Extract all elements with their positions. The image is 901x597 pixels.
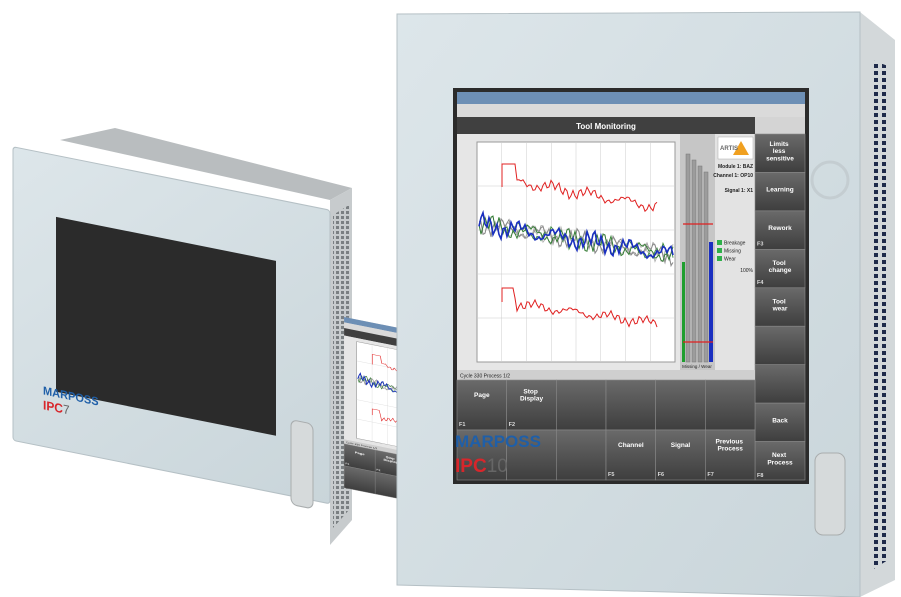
- legend-label: Missing: [724, 249, 741, 255]
- side-vents: [872, 60, 888, 570]
- softkey[interactable]: [506, 429, 557, 481]
- housing-top: [60, 128, 352, 200]
- handle: [290, 420, 314, 509]
- percent: 100%: [740, 268, 753, 274]
- legend-label: Wear: [724, 257, 736, 263]
- emblem: [810, 160, 850, 200]
- model-size: 10: [487, 456, 508, 477]
- function-key: F3: [757, 241, 763, 247]
- legend-swatch: [717, 256, 722, 261]
- info-text: Channel 1: OP10: [713, 173, 753, 179]
- menu-bar: [457, 104, 805, 117]
- softkey[interactable]: [605, 379, 656, 431]
- softkey[interactable]: [754, 133, 806, 173]
- ipc7-device: MARPOSS IPC7: [12, 128, 563, 545]
- logo: ARTIS: [720, 146, 738, 152]
- softkey[interactable]: [456, 429, 507, 481]
- softkey[interactable]: [556, 379, 607, 431]
- softkey[interactable]: [754, 287, 806, 327]
- function-key: F6: [658, 472, 664, 478]
- softkey-label: Limits less sensitive: [766, 141, 794, 162]
- signal-trace: [478, 215, 674, 262]
- gauge-bar: [697, 165, 703, 363]
- softkey-label: Channel: [618, 442, 644, 449]
- function-key: F2: [509, 422, 515, 428]
- screen: Tool Monitoring Missing / Wear ARTIS Module…: [456, 92, 806, 481]
- softkey-label: Signal: [671, 442, 691, 449]
- info-text: Signal 1: X1: [725, 188, 754, 194]
- softkey-label: Learning: [766, 187, 793, 194]
- brand: MARPOSS: [455, 432, 541, 451]
- model: IPC7: [43, 398, 70, 418]
- function-key: F1: [459, 422, 465, 428]
- softkey[interactable]: [705, 379, 756, 431]
- signal-trace: [501, 287, 658, 328]
- gauge-bar: [691, 159, 697, 363]
- softkey-label: Tool change: [769, 260, 792, 274]
- model-prefix: IPC: [455, 456, 487, 477]
- signal-trace: [501, 163, 658, 213]
- softkey[interactable]: [705, 429, 756, 481]
- handle: [814, 452, 846, 536]
- legend-label: Breakage: [724, 241, 746, 247]
- info-text: Module 1: BAZ: [718, 164, 753, 170]
- softkey-label: Page: [474, 392, 490, 399]
- softkey[interactable]: [754, 364, 806, 404]
- softkey-label: Previous Process: [716, 438, 745, 452]
- gauge-bar: [703, 171, 709, 363]
- gauge-bar: [709, 242, 713, 362]
- softkey-label: Back: [772, 417, 788, 424]
- gauge-label: Missing / Wear: [682, 364, 712, 369]
- ipc10-device: Tool Monitoring Missing / Wear ARTIS Module…: [396, 11, 895, 597]
- softkey[interactable]: [754, 249, 806, 289]
- screen-bezel: [56, 216, 276, 436]
- function-key: F8: [757, 473, 763, 479]
- softkey[interactable]: [754, 325, 806, 365]
- function-key: F7: [707, 472, 713, 478]
- softkey[interactable]: [506, 379, 557, 431]
- logo-triangle: [733, 141, 749, 155]
- status-bar: [457, 370, 755, 380]
- softkey[interactable]: [655, 379, 706, 431]
- function-key: F5: [608, 472, 614, 478]
- ipc7-front: MARPOSS IPC7: [12, 146, 563, 532]
- softkey-label: Stop Display: [520, 388, 544, 402]
- model-size: 7: [63, 402, 70, 418]
- softkey-label: Tool wear: [772, 298, 788, 312]
- status-text: Cycle 330 Process 1/2: [460, 374, 510, 380]
- softkey[interactable]: [655, 429, 706, 481]
- header-bar: [457, 117, 755, 134]
- signal-trace: [478, 209, 674, 260]
- model: IPC10: [455, 456, 508, 477]
- legend-swatch: [717, 240, 722, 245]
- softkey-label: Rework: [768, 225, 792, 232]
- screen-title: Tool Monitoring: [576, 122, 636, 131]
- softkey[interactable]: [754, 172, 806, 212]
- function-key: F4: [757, 280, 764, 286]
- softkey-label: Next Process: [767, 452, 793, 466]
- legend-swatch: [717, 248, 722, 253]
- softkey[interactable]: [556, 429, 607, 481]
- softkey[interactable]: [754, 402, 806, 442]
- gauge-bar: [685, 153, 691, 363]
- gauge-bar: [682, 262, 685, 362]
- softkey[interactable]: [754, 210, 806, 250]
- model-prefix: IPC: [43, 398, 63, 416]
- window-titlebar: [457, 92, 805, 104]
